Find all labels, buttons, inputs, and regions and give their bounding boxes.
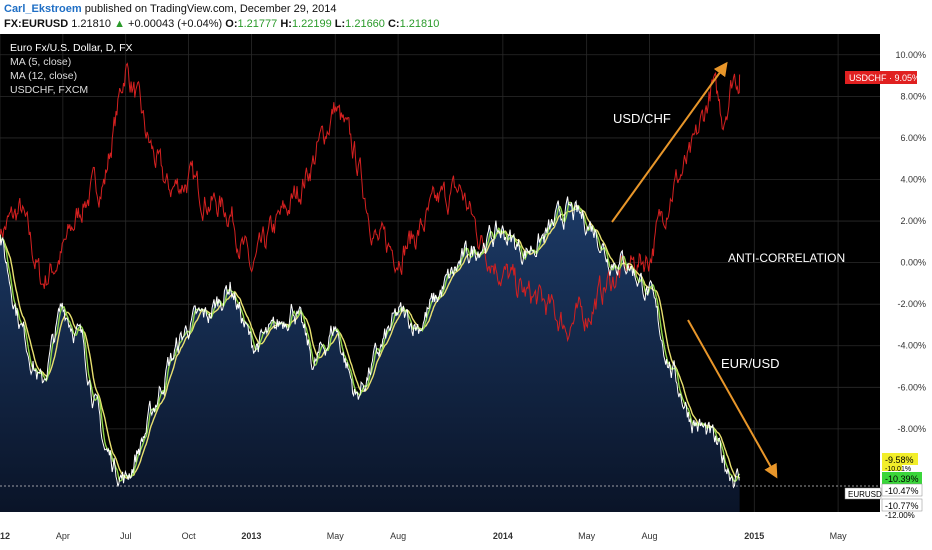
high-label: H:	[280, 18, 292, 30]
open-label: O:	[225, 18, 238, 30]
usdchf-price-badge: USDCHF · 9.05%	[845, 71, 920, 84]
author-link[interactable]: Carl_Ekstroem	[4, 3, 82, 15]
price-chart[interactable]: USD/CHF ANTI-CORRELATION EUR/USD Euro Fx…	[0, 34, 932, 550]
up-triangle-icon: ▲	[114, 18, 125, 30]
x-tick-label: May	[327, 531, 345, 541]
legend-ma5[interactable]: MA (5, close)	[10, 56, 71, 68]
x-tick-label: Apr	[56, 531, 70, 541]
symbol-label[interactable]: FX:EURUSD	[4, 18, 69, 30]
y-tick-label: -4.00%	[897, 341, 926, 351]
y-tick-label: -6.00%	[897, 382, 926, 392]
y-tick-label: 6.00%	[900, 133, 926, 143]
usdchf-badge-text: USDCHF · 9.05%	[849, 73, 920, 83]
y-tick-label: 2.00%	[900, 216, 926, 226]
series-legend: Euro Fx/U.S. Dollar, D, FX MA (5, close)…	[10, 42, 133, 96]
low-value: 1.21660	[345, 18, 385, 30]
eurusd-annotation: EUR/USD	[721, 356, 780, 371]
close-value: 1.21810	[399, 18, 440, 30]
eurusd-trend-arrow	[687, 319, 778, 479]
y-tick-label: 8.00%	[900, 91, 926, 101]
hidden-badge-1-text: -10.01%	[885, 466, 911, 473]
usdchf-trend-arrow	[611, 61, 728, 223]
y-tick-label: -2.00%	[897, 299, 926, 309]
time-axis-ticks: 2012 Apr Jul Oct 2013 May Aug 2014 May Aug 2015 May	[0, 531, 847, 541]
legend-usdchf[interactable]: USDCHF, FXCM	[10, 84, 88, 96]
eurusd-area	[0, 196, 740, 512]
ma12-badge-text: -9.58%	[885, 455, 914, 465]
hidden-badge-2-text: -12.00%	[885, 511, 915, 520]
x-tick-label: Jul	[120, 531, 132, 541]
x-tick-label: 2015	[744, 531, 764, 541]
y-tick-label: 0.00%	[900, 258, 926, 268]
hidden-badge-1	[882, 464, 902, 471]
usdchf-annotation: USD/CHF	[613, 111, 671, 126]
x-tick-label: 2014	[493, 531, 513, 541]
open-value: 1.21777	[237, 18, 278, 30]
eurusd-last-badge-text: -10.47%	[885, 486, 919, 496]
x-tick-label: Aug	[642, 531, 658, 541]
high-value: 1.22199	[291, 18, 332, 30]
change-value: +0.00043 (+0.04%)	[128, 18, 223, 30]
chart-header: Carl_Ekstroem published on TradingView.c…	[0, 0, 932, 34]
anti-correlation-annotation: ANTI-CORRELATION	[728, 251, 845, 265]
eurusd-line	[0, 196, 740, 489]
close-label: C:	[387, 18, 400, 30]
y-tick-label: 4.00%	[900, 174, 926, 184]
ma-badges: -9.58% -10.01% -10.39% -10.47% -10.77% -…	[881, 453, 923, 520]
price-value: 1.21810	[71, 18, 111, 30]
published-text: published on TradingView.com, December 2…	[84, 3, 337, 15]
ohlc-line: FX:EURUSD 1.21810 ▲ +0.00043 (+0.04%) O:…	[4, 18, 439, 30]
time-axis-panel	[0, 512, 880, 550]
x-tick-label: May	[578, 531, 596, 541]
y-tick-label: -8.00%	[897, 424, 926, 434]
eurusd-tag-text: EURUSD	[848, 490, 882, 499]
x-tick-label: Aug	[390, 531, 406, 541]
legend-ma12[interactable]: MA (12, close)	[10, 70, 77, 82]
price-axis-ticks: 10.00% 8.00% 6.00% 4.00% 2.00% 0.00% -2.00% -4.…	[895, 50, 926, 434]
usdchf-line	[0, 62, 741, 343]
eurusd-low-badge-text: -10.77%	[885, 501, 919, 511]
eurusd-tag: EURUSD	[844, 487, 882, 500]
x-tick-label: 2012	[0, 531, 10, 541]
low-label: L:	[334, 18, 346, 30]
x-tick-label: 2013	[241, 531, 261, 541]
x-tick-label: May	[830, 531, 848, 541]
publisher-line: Carl_Ekstroem published on TradingView.c…	[4, 3, 336, 15]
legend-main[interactable]: Euro Fx/U.S. Dollar, D, FX	[10, 42, 133, 54]
y-tick-label: 10.00%	[895, 50, 926, 60]
x-tick-label: Oct	[182, 531, 197, 541]
ma5-badge-text: -10.39%	[885, 474, 919, 484]
